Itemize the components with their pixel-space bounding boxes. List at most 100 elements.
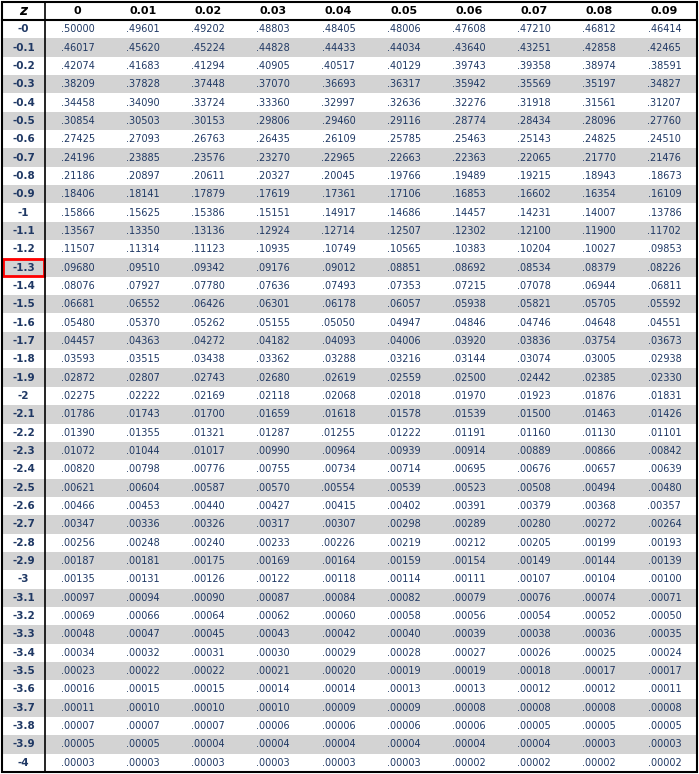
Bar — [371, 295, 436, 313]
Text: .43640: .43640 — [452, 43, 486, 53]
Text: .00009: .00009 — [387, 703, 420, 713]
Text: .06944: .06944 — [582, 281, 616, 291]
Text: .00052: .00052 — [582, 611, 616, 621]
Text: .00082: .00082 — [387, 593, 421, 603]
Text: .10565: .10565 — [387, 245, 421, 255]
Bar — [2, 717, 45, 735]
Text: .07353: .07353 — [387, 281, 421, 291]
Text: .49601: .49601 — [126, 24, 159, 34]
Bar — [110, 57, 175, 75]
Text: .00657: .00657 — [582, 464, 616, 474]
Text: -0.6: -0.6 — [12, 134, 35, 144]
Bar — [2, 552, 45, 570]
Text: .08534: .08534 — [517, 262, 551, 272]
Text: .28434: .28434 — [517, 116, 551, 126]
Text: .00440: .00440 — [192, 501, 225, 511]
Text: .00074: .00074 — [582, 593, 616, 603]
Bar — [371, 625, 436, 644]
Bar — [175, 644, 240, 662]
Text: .00004: .00004 — [452, 739, 486, 749]
Bar — [371, 204, 436, 222]
Bar — [632, 75, 697, 94]
Bar — [632, 2, 697, 20]
Bar — [240, 442, 305, 461]
Bar — [501, 461, 567, 478]
Bar — [45, 607, 110, 625]
Text: .02118: .02118 — [257, 391, 290, 401]
Bar — [305, 277, 371, 295]
Text: .00019: .00019 — [452, 666, 486, 676]
Text: -2.3: -2.3 — [12, 446, 35, 456]
Bar — [567, 607, 632, 625]
Text: .00219: .00219 — [387, 538, 421, 548]
Text: .00164: .00164 — [322, 556, 355, 566]
Bar — [371, 461, 436, 478]
Text: .18943: .18943 — [582, 171, 616, 181]
Text: .00023: .00023 — [61, 666, 94, 676]
Bar — [240, 717, 305, 735]
Bar — [2, 662, 45, 680]
Text: .02068: .02068 — [322, 391, 355, 401]
Text: .11702: .11702 — [647, 226, 682, 236]
Bar — [175, 607, 240, 625]
Bar — [3, 259, 44, 276]
Bar — [567, 350, 632, 368]
Bar — [2, 680, 45, 699]
Bar — [436, 111, 501, 130]
Bar — [175, 166, 240, 185]
Text: -1.6: -1.6 — [12, 317, 35, 327]
Bar — [175, 442, 240, 461]
Text: .40905: .40905 — [257, 61, 290, 71]
Bar — [2, 735, 45, 754]
Bar — [567, 533, 632, 552]
Bar — [110, 461, 175, 478]
Bar — [175, 387, 240, 405]
Bar — [436, 699, 501, 717]
Text: .00139: .00139 — [647, 556, 682, 566]
Bar — [175, 662, 240, 680]
Bar — [45, 149, 110, 166]
Bar — [567, 75, 632, 94]
Bar — [110, 350, 175, 368]
Bar — [110, 39, 175, 57]
Text: .00021: .00021 — [257, 666, 290, 676]
Text: .37448: .37448 — [191, 79, 225, 89]
Text: .31561: .31561 — [582, 98, 616, 108]
Bar — [2, 570, 45, 588]
Text: .44034: .44034 — [387, 43, 420, 53]
Text: .11123: .11123 — [191, 245, 225, 255]
Text: .05480: .05480 — [61, 317, 94, 327]
Text: .09342: .09342 — [191, 262, 225, 272]
Text: .15151: .15151 — [257, 207, 290, 217]
Text: .02442: .02442 — [517, 372, 551, 382]
Text: .40129: .40129 — [387, 61, 421, 71]
Bar — [45, 295, 110, 313]
Text: .29806: .29806 — [257, 116, 290, 126]
Text: -1.3: -1.3 — [12, 262, 35, 272]
Text: -3.5: -3.5 — [12, 666, 35, 676]
Text: .00402: .00402 — [387, 501, 421, 511]
Text: .00466: .00466 — [61, 501, 94, 511]
Bar — [175, 259, 240, 277]
Bar — [2, 2, 45, 20]
Text: .01426: .01426 — [647, 409, 682, 420]
Text: .00079: .00079 — [452, 593, 486, 603]
Text: .13567: .13567 — [61, 226, 94, 236]
Text: .46414: .46414 — [647, 24, 682, 34]
Bar — [371, 497, 436, 515]
Text: .00050: .00050 — [647, 611, 682, 621]
Text: .00031: .00031 — [192, 648, 225, 658]
Text: .22065: .22065 — [517, 152, 551, 163]
Text: .00056: .00056 — [452, 611, 486, 621]
Bar — [305, 387, 371, 405]
Text: .02559: .02559 — [387, 372, 421, 382]
Bar — [632, 39, 697, 57]
Bar — [2, 332, 45, 350]
Text: .06426: .06426 — [191, 300, 225, 310]
Bar — [501, 20, 567, 39]
Text: -1.4: -1.4 — [12, 281, 35, 291]
Text: .00280: .00280 — [517, 519, 551, 529]
Text: .00003: .00003 — [387, 758, 420, 768]
Text: .04093: .04093 — [322, 336, 355, 346]
Bar — [632, 94, 697, 111]
